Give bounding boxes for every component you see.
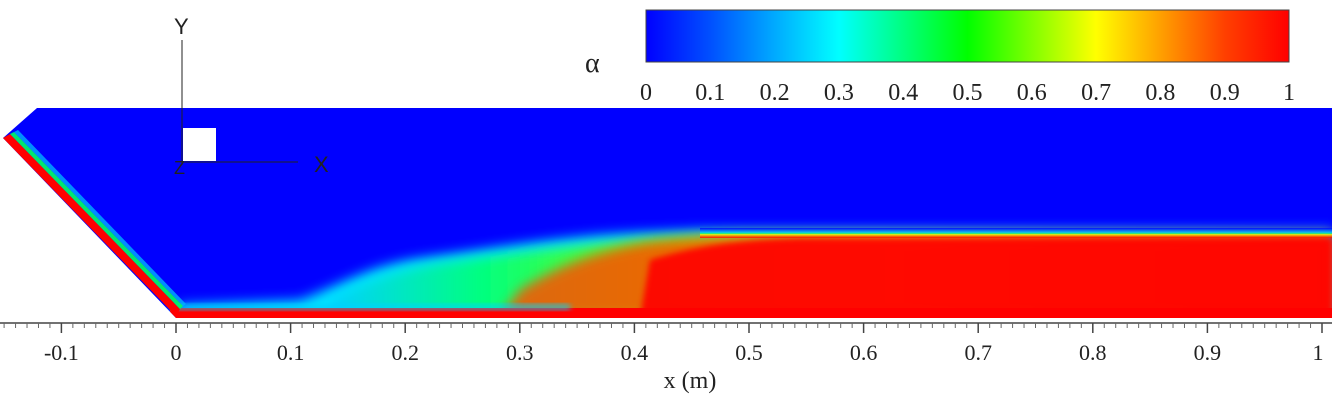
triad-y-label: Y: [174, 14, 189, 39]
colorbar-tick-label: 0.9: [1210, 80, 1240, 106]
x-tick-label: 0.5: [735, 340, 763, 365]
colorbar-tick-label: 0.1: [695, 80, 725, 106]
x-tick-label: 0.8: [1079, 340, 1107, 365]
x-tick-label: 1: [1313, 340, 1324, 365]
x-tick-label: 0: [171, 340, 182, 365]
colorbar-tick-label: 0.8: [1145, 80, 1175, 106]
x-tick-label: -0.1: [44, 340, 79, 365]
x-minor-ticks: [3, 323, 1312, 328]
colorbar-tick-label: 0.4: [888, 80, 918, 106]
x-tick-label: 0.3: [506, 340, 534, 365]
colorbar-label: α: [585, 48, 600, 79]
colorbar-tick-label: 0.2: [760, 80, 790, 106]
x-ticks: -0.1 0 0.1 0.2 0.3 0.4 0.5 0.6 0.7 0.8 0.9 1: [44, 323, 1324, 365]
colorbar-tick-label: 0.7: [1081, 80, 1111, 106]
x-axis: -0.1 0 0.1 0.2 0.3 0.4 0.5 0.6 0.7 0.8 0.9 1 x (m): [0, 322, 1332, 394]
x-tick-label: 0.6: [850, 340, 878, 365]
colorbar-tick-label: 0.5: [953, 80, 983, 106]
alpha-contour-field: [3, 108, 1332, 318]
colorbar: α 0 0.1 0.2 0.3 0.4 0.5 0.6 0.7 0.8 0.9 1: [585, 9, 1295, 106]
x-tick-label: 0.7: [964, 340, 992, 365]
triad-cube: [183, 128, 216, 161]
x-tick-label: 0.2: [391, 340, 419, 365]
triad-x-label: X: [314, 152, 329, 177]
x-tick-label: 0.4: [621, 340, 649, 365]
axes-triad: Y X Z: [174, 14, 329, 178]
colorbar-tick-label: 0.6: [1017, 80, 1047, 106]
x-tick-label: 0.9: [1194, 340, 1222, 365]
colorbar-gradient: [645, 9, 1290, 63]
colorbar-tick-label: 1: [1283, 80, 1295, 106]
x-tick-label: 0.1: [277, 340, 305, 365]
colorbar-tick-label: 0.3: [824, 80, 854, 106]
colorbar-ticks: 0 0.1 0.2 0.3 0.4 0.5 0.6 0.7 0.8 0.9 1: [640, 80, 1295, 106]
colorbar-tick-label: 0: [640, 80, 652, 106]
triad-z-label: Z: [174, 158, 185, 178]
x-axis-label: x (m): [664, 368, 717, 394]
